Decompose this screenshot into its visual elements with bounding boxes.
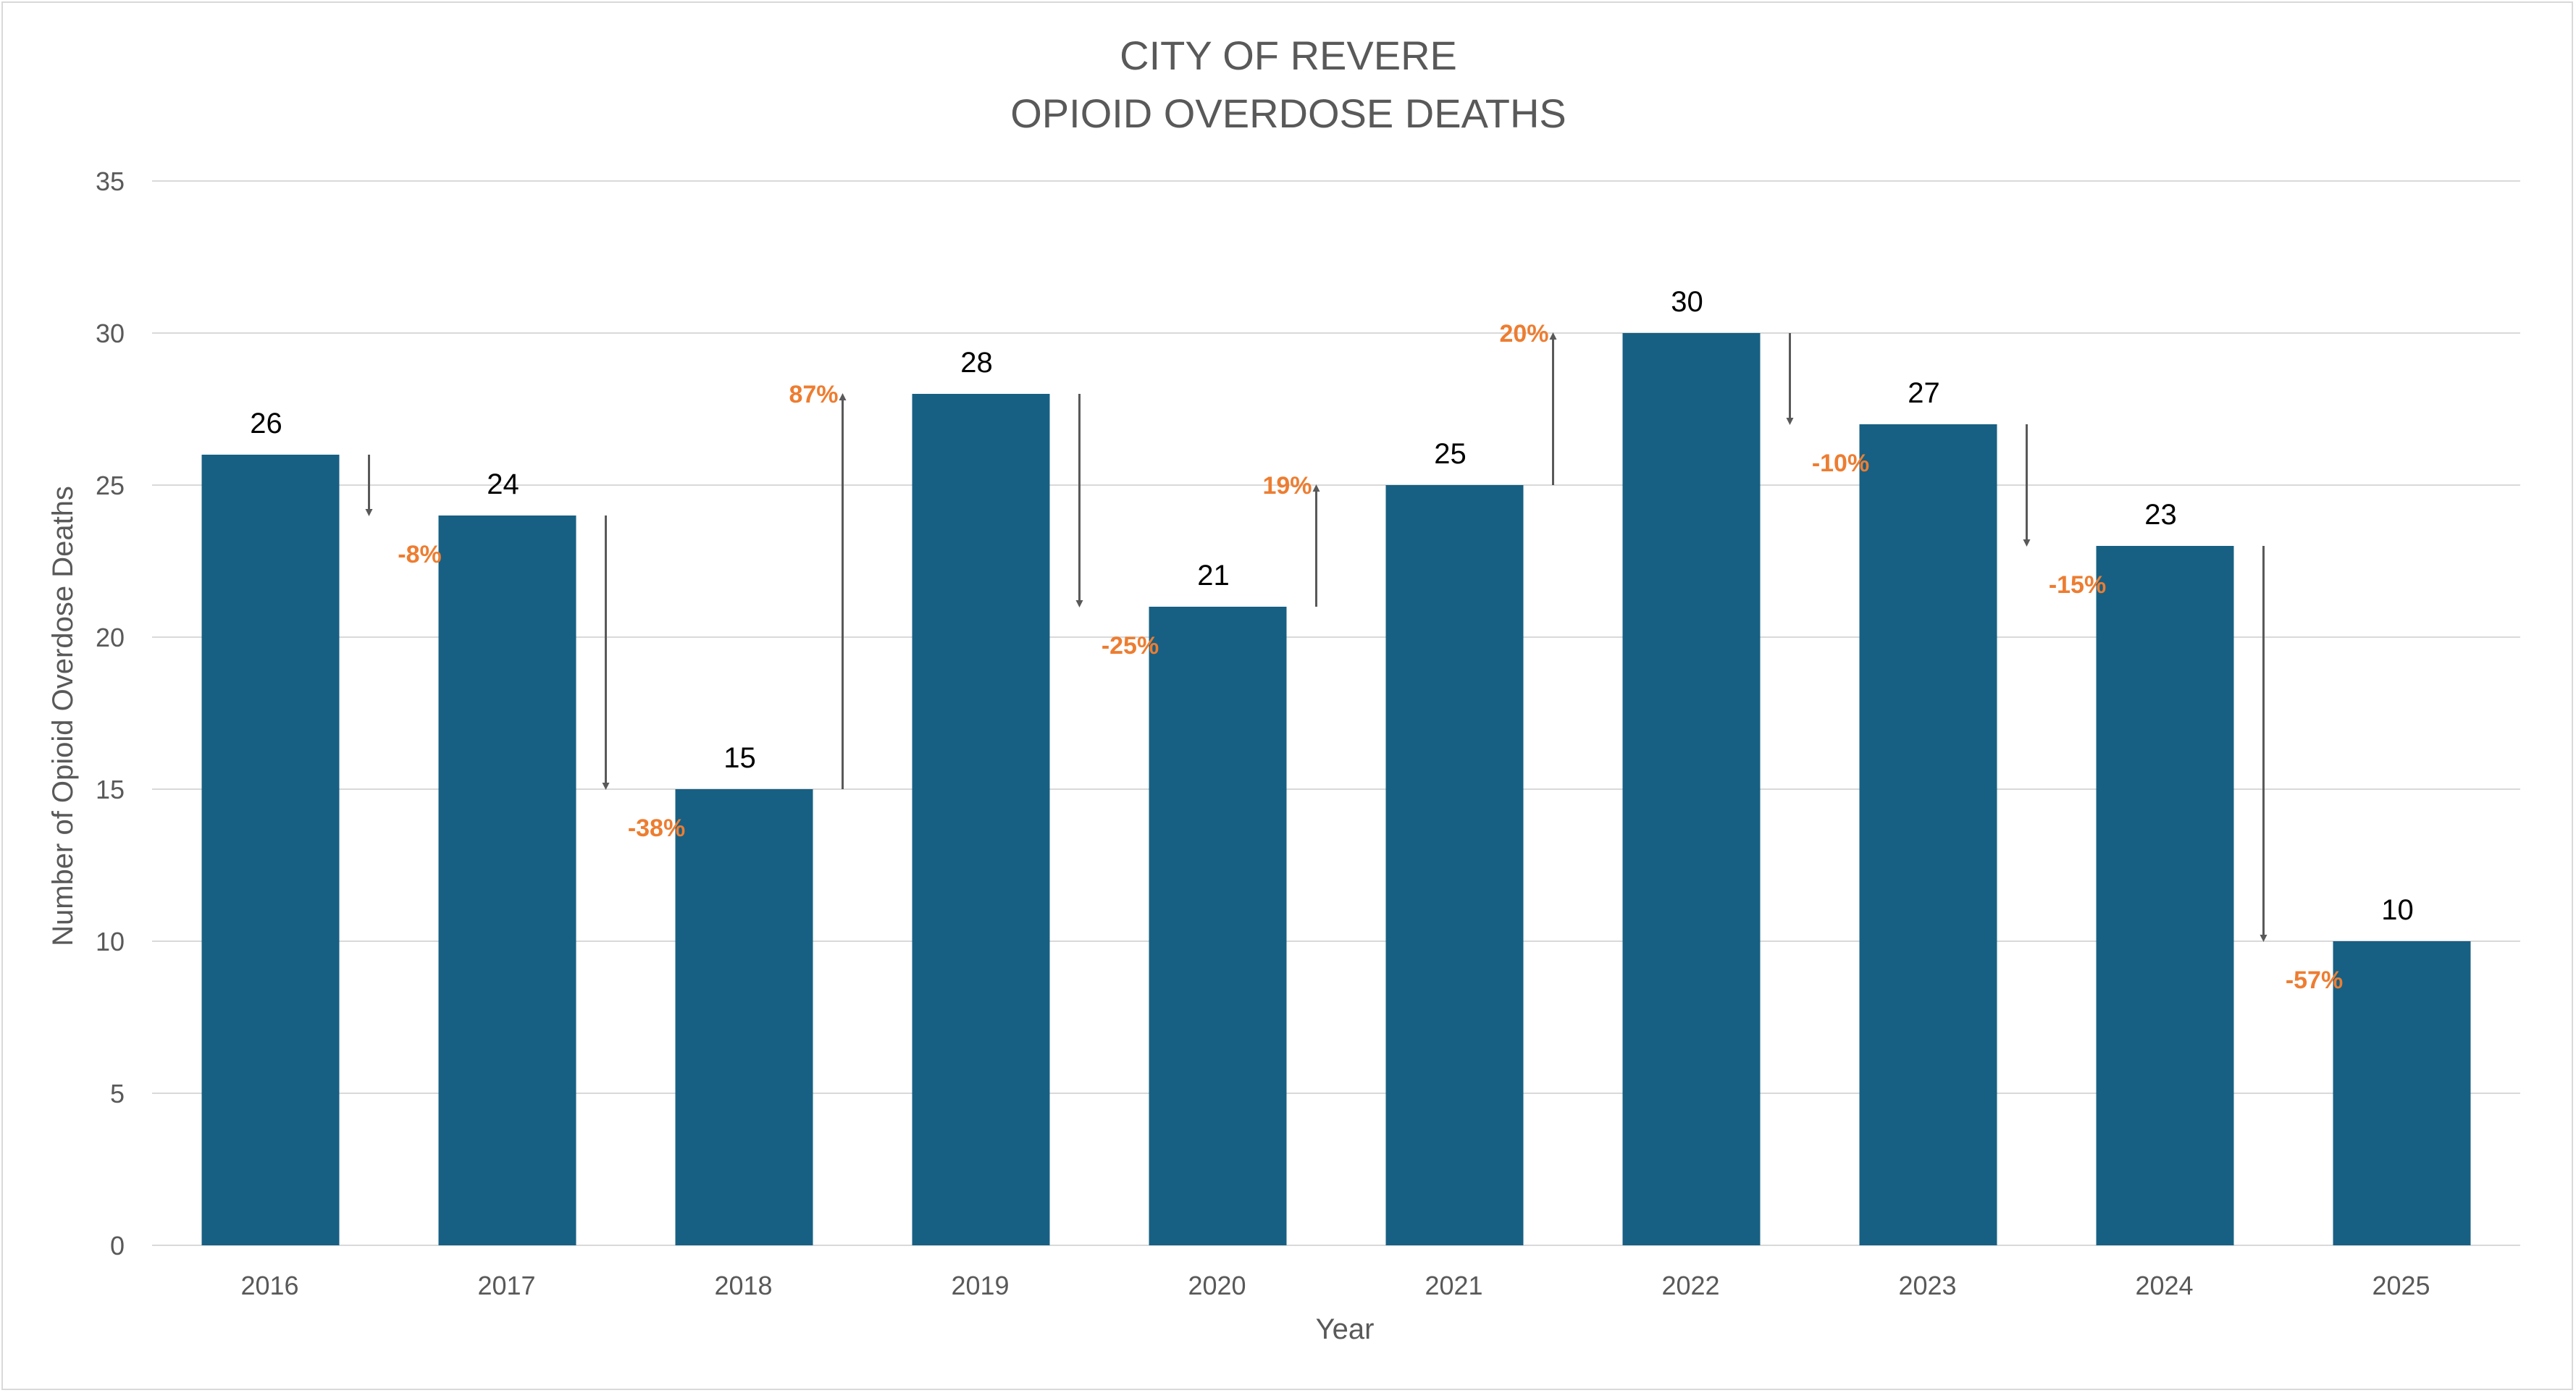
change-arrows: -8% -38% 87% -25% 19% 20% -10% -15% -57%: [365, 320, 2343, 994]
bars: [201, 333, 2471, 1245]
data-label: 25: [1434, 438, 1467, 470]
x-tick-label: 2024: [2135, 1271, 2193, 1300]
data-labels: 26 24 15 28 21 25 30 27 23 10: [250, 286, 2414, 926]
data-label: 21: [1197, 560, 1230, 592]
change-label: -38%: [628, 815, 685, 842]
x-tick-label: 2021: [1425, 1271, 1482, 1300]
data-label: 24: [487, 468, 519, 500]
x-tick-label: 2023: [1898, 1271, 1956, 1300]
x-tick-label: 2019: [951, 1271, 1009, 1300]
x-tick-label: 2022: [1661, 1271, 1719, 1300]
bar: [912, 394, 1050, 1245]
y-tick-label: 15: [96, 775, 125, 804]
bar: [1859, 424, 1997, 1245]
x-tick-label: 2017: [477, 1271, 535, 1300]
change-label: 19%: [1262, 472, 1312, 500]
bar: [2333, 941, 2471, 1245]
data-label: 15: [723, 742, 756, 774]
bar: [1385, 485, 1524, 1245]
change-label: -10%: [1812, 450, 1869, 477]
data-label: 26: [250, 408, 282, 439]
change-label: 87%: [789, 381, 838, 408]
change-label: 20%: [1499, 320, 1548, 348]
x-tick-label: 2016: [240, 1271, 298, 1300]
bar: [201, 455, 340, 1245]
data-label: 27: [1908, 377, 1940, 409]
data-label: 28: [960, 347, 993, 379]
change-label: -57%: [2286, 967, 2343, 994]
x-tick-label: 2018: [714, 1271, 772, 1300]
chart-title: CITY OF REVERE: [1120, 33, 1457, 78]
chart-subtitle: OPIOID OVERDOSE DEATHS: [1010, 91, 1566, 136]
bar: [2096, 546, 2234, 1245]
change-label: -25%: [1102, 632, 1159, 660]
bar: [438, 515, 576, 1245]
data-label: 30: [1671, 286, 1703, 318]
x-axis-title: Year: [1316, 1313, 1375, 1345]
y-tick-label: 0: [110, 1231, 125, 1261]
bar: [1149, 607, 1287, 1245]
bar-chart: CITY OF REVERE OPIOID OVERDOSE DEATHS 0 5…: [47, 33, 2520, 1345]
y-tick-label: 20: [96, 623, 125, 652]
bar: [1622, 333, 1761, 1245]
y-tick-label: 10: [96, 927, 125, 956]
x-axis-ticks: 2016 2017 2018 2019 2020 2021 2022 2023 2024 2025: [240, 1271, 2430, 1300]
y-tick-label: 35: [96, 167, 125, 196]
y-axis-ticks: 0 5 10 15 20 25 30 35: [96, 167, 125, 1261]
data-label: 10: [2381, 894, 2414, 926]
data-label: 23: [2144, 499, 2177, 531]
change-label: -15%: [2049, 571, 2106, 599]
change-label: -8%: [398, 541, 441, 568]
y-tick-label: 5: [110, 1079, 125, 1108]
y-tick-label: 25: [96, 471, 125, 500]
x-tick-label: 2020: [1188, 1271, 1246, 1300]
y-tick-label: 30: [96, 319, 125, 348]
bar: [675, 789, 813, 1245]
x-tick-label: 2025: [2372, 1271, 2430, 1300]
y-axis-title: Number of Opioid Overdose Deaths: [47, 486, 79, 946]
